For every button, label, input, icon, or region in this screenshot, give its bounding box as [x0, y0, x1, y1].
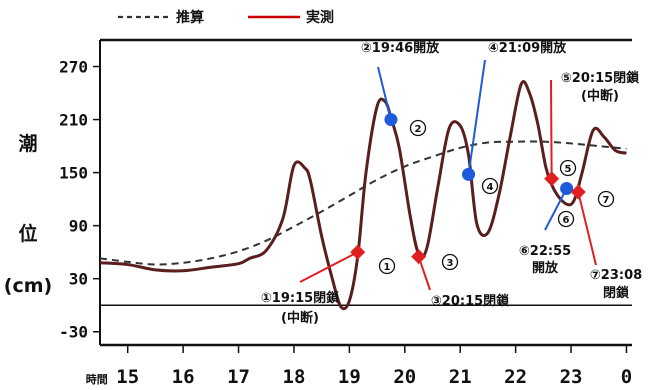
y-tick-label: 90 [69, 217, 88, 236]
event-annotation-text: ⑤20:15閉鎖 [561, 70, 640, 86]
y-axis-ticks: 270 210 150 90 30 -30 [59, 58, 100, 342]
y-axis-label-part: 潮 [18, 133, 37, 155]
event-callout: 2 ②19:46開放 [361, 40, 440, 137]
x-tick-label: 15 [116, 366, 139, 388]
chart-legend: 推算 実測 [118, 9, 334, 26]
opening-marker [384, 113, 398, 127]
legend-label: 実測 [306, 9, 334, 26]
event-number-label: 3 [447, 258, 454, 269]
x-tick-label: 19 [338, 366, 361, 388]
event-number-badge [409, 119, 427, 137]
event-annotation-text: 閉鎖 [603, 285, 630, 301]
opening-marker [560, 182, 574, 196]
x-axis-unit: 時間 [86, 372, 108, 386]
closing-marker [544, 171, 560, 187]
x-tick-label: 17 [227, 366, 250, 388]
callout-leader-line [467, 59, 486, 175]
x-tick-label: 20 [393, 366, 416, 388]
legend-item: 推算 [118, 9, 204, 26]
event-annotation-text: ①19:15閉鎖 [261, 290, 340, 306]
x-tick-label: 18 [283, 366, 306, 388]
event-callout: 5 ⑤20:15閉鎖 (中断) [544, 70, 640, 187]
event-callout: 4 ④21:09開放 [462, 40, 567, 195]
x-tick-label: 21 [449, 366, 472, 388]
event-callout: 7 ⑦23:08 閉鎖 [570, 184, 642, 301]
x-axis-ticks: 15 16 17 18 19 20 21 22 23 0 時間 [86, 345, 632, 388]
event-callout: 3 ③20:15閉鎖 [411, 249, 510, 309]
event-number-label: 5 [565, 164, 572, 175]
closing-marker [570, 184, 586, 200]
legend-item: 実測 [248, 9, 334, 26]
event-number-badge [557, 210, 575, 228]
event-callout: 1 ①19:15閉鎖 (中断) [261, 244, 396, 326]
event-number-badge [597, 190, 615, 208]
event-number-badge [481, 177, 499, 195]
event-callouts: 1 ①19:15閉鎖 (中断) 2 ②19:46開放 3 ③20:15閉鎖 4 ④21:09開放… [261, 40, 642, 326]
y-tick-label: 150 [59, 164, 88, 183]
y-axis-label-part: 位 [18, 222, 37, 245]
event-annotation-text: ⑥22:55 [519, 244, 571, 259]
callout-leader-line [299, 251, 359, 283]
plot-frame [99, 38, 632, 347]
closing-marker [350, 244, 366, 260]
y-tick-label: 210 [59, 111, 88, 130]
event-annotation-text: (中断) [581, 88, 619, 104]
callout-leader-line [544, 188, 568, 231]
event-number-label: 7 [603, 195, 610, 206]
callout-leader-line [550, 79, 553, 179]
event-annotation-text: 開放 [532, 260, 559, 276]
event-annotation-text: ②19:46開放 [361, 40, 440, 56]
x-tick-label: 22 [504, 366, 527, 388]
closing-marker [411, 249, 427, 265]
y-tick-label: 270 [59, 58, 88, 77]
callout-leader-line [377, 66, 392, 120]
opening-marker [462, 167, 476, 181]
callout-leader-line [577, 191, 597, 266]
event-number-badge [378, 257, 396, 275]
x-tick-label: 16 [172, 366, 195, 388]
event-number-badge [559, 159, 577, 177]
x-tick-label: 23 [560, 366, 583, 388]
event-annotation-text: ③20:15閉鎖 [431, 293, 510, 309]
event-annotation-text: ④21:09開放 [488, 40, 567, 56]
event-number-badge [441, 253, 459, 271]
y-axis-label-part: (cm) [4, 275, 52, 297]
y-axis-label: 潮位 (cm) [4, 133, 52, 297]
x-tick-label: 0 [621, 366, 632, 388]
legend-label: 推算 [176, 9, 204, 26]
event-number-label: 2 [415, 124, 422, 135]
event-number-label: 6 [563, 215, 570, 226]
event-annotation-text: (中断) [281, 310, 319, 326]
y-tick-label: 30 [69, 270, 88, 289]
event-annotation-text: ⑦23:08 [590, 268, 642, 283]
event-number-label: 1 [384, 262, 391, 273]
y-tick-label: -30 [59, 323, 88, 342]
event-number-label: 4 [487, 182, 494, 193]
